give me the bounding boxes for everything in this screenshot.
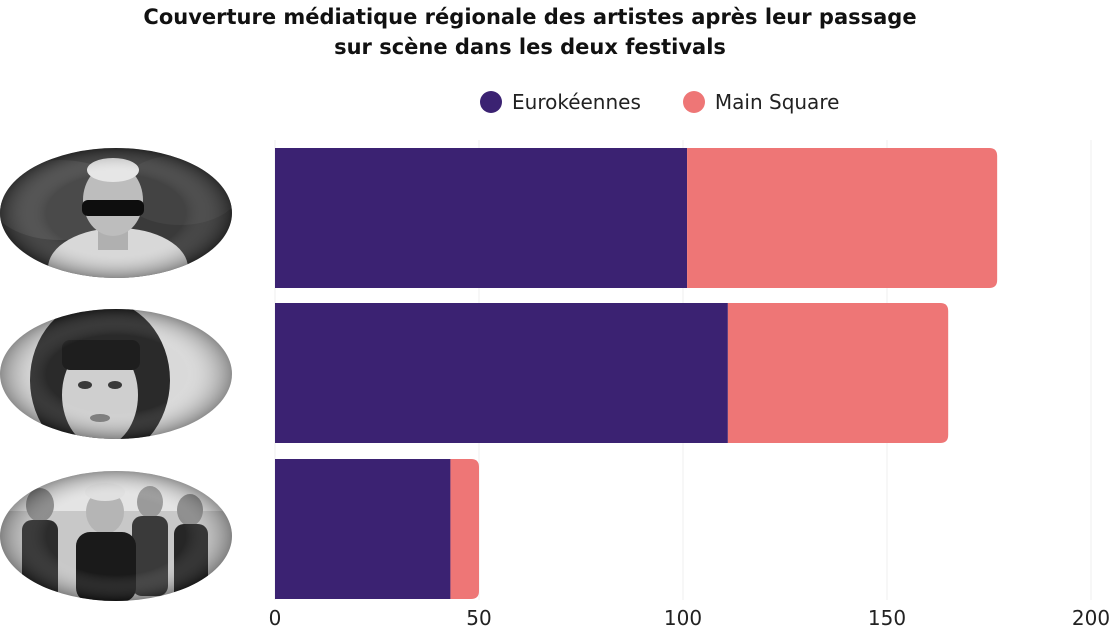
- bar-eurokeennes-3: [275, 459, 451, 599]
- x-tick-label: 200: [1072, 606, 1110, 630]
- artist-photo-band: [0, 471, 232, 601]
- artist-photo-man-sunglasses: [0, 148, 232, 278]
- bar-eurokeennes-1: [275, 148, 688, 288]
- x-tick-label: 50: [466, 606, 491, 630]
- legend-swatch-eurokeennes: [480, 91, 502, 113]
- x-axis-ticks: 0 50 100 150 200: [269, 606, 1110, 630]
- bar-main-square-1: [687, 148, 998, 288]
- bar-main-square-3: [450, 459, 479, 599]
- legend: Eurokéennes Main Square: [480, 90, 881, 114]
- legend-item-main-square: Main Square: [682, 90, 840, 114]
- legend-label-main-square: Main Square: [714, 90, 840, 114]
- artist-photo-woman-bangs: [0, 309, 232, 439]
- legend-item-eurokeennes: Eurokéennes: [480, 90, 641, 114]
- legend-swatch-main-square: [682, 91, 705, 113]
- x-tick-label: 150: [868, 606, 906, 630]
- x-tick-label: 0: [269, 606, 282, 630]
- chart-title: Couverture médiatique régionale des arti…: [0, 2, 1060, 62]
- bar-main-square-2: [727, 303, 949, 443]
- chart-title-line-2: sur scène dans les deux festivals: [334, 35, 726, 59]
- bar-eurokeennes-2: [275, 303, 728, 443]
- legend-label-eurokeennes: Eurokéennes: [512, 90, 641, 114]
- x-tick-label: 100: [664, 606, 702, 630]
- bars: [275, 148, 998, 599]
- chart-title-line-1: Couverture médiatique régionale des arti…: [143, 5, 917, 29]
